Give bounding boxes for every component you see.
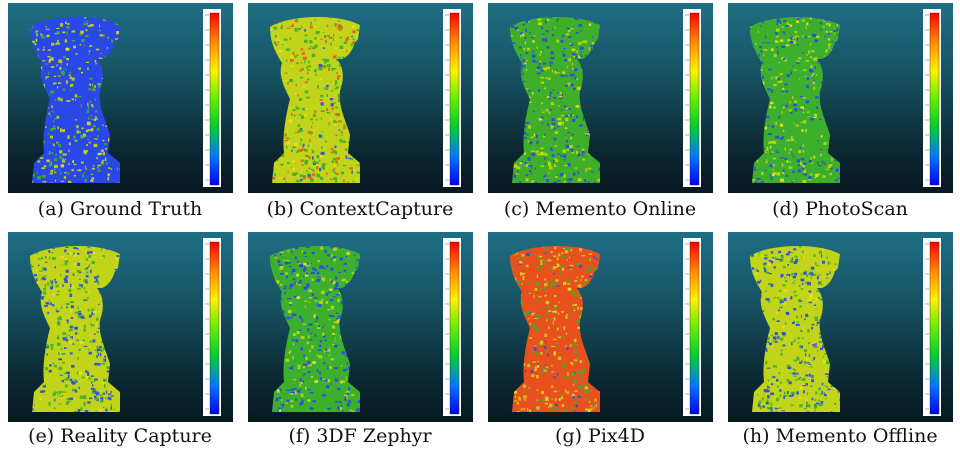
colorbar	[209, 12, 220, 186]
rendering-viewport	[248, 232, 473, 422]
panel-a: (a) Ground Truth	[0, 0, 240, 229]
panel-caption: (c) Memento Online	[503, 198, 697, 220]
rendering-viewport	[8, 3, 233, 193]
panel-c: (c) Memento Online	[480, 0, 720, 229]
rendering-viewport	[728, 232, 953, 422]
panel-caption: (d) PhotoScan	[772, 198, 908, 220]
panel-g: (g) Pix4D	[480, 229, 720, 458]
panel-caption: (a) Ground Truth	[37, 198, 203, 220]
rendering-viewport	[8, 232, 233, 422]
rendering-viewport	[488, 232, 713, 422]
panel-d: (d) PhotoScan	[720, 0, 960, 229]
statue-mesh	[30, 16, 120, 183]
statue-rendering	[270, 9, 461, 187]
panel-h: (h) Memento Offline	[720, 229, 960, 458]
panel-caption: (b) ContextCapture	[266, 198, 454, 220]
statue-rendering	[510, 238, 701, 416]
rendering-viewport	[488, 3, 713, 193]
statue-rendering	[510, 9, 701, 187]
statue-rendering	[30, 238, 221, 416]
statue-rendering	[30, 9, 221, 187]
panel-e: (e) Reality Capture	[0, 229, 240, 458]
panel-caption: (e) Reality Capture	[28, 425, 212, 447]
statue-mesh	[270, 245, 360, 412]
rendering-viewport	[248, 3, 473, 193]
colorbar	[929, 12, 940, 186]
colorbar	[209, 241, 220, 415]
colorbar	[449, 12, 460, 186]
statue-mesh	[750, 245, 840, 412]
panel-caption: (f) 3DF Zephyr	[288, 425, 432, 447]
statue-rendering	[270, 238, 461, 416]
colorbar	[689, 241, 700, 415]
panel-f: (f) 3DF Zephyr	[240, 229, 480, 458]
colorbar	[689, 12, 700, 186]
panel-caption: (g) Pix4D	[555, 425, 645, 447]
panel-caption: (h) Memento Offline	[742, 425, 938, 447]
colorbar	[449, 241, 460, 415]
statue-rendering	[750, 9, 941, 187]
statue-rendering	[750, 238, 941, 416]
colorbar	[929, 241, 940, 415]
rendering-viewport	[728, 3, 953, 193]
panel-b: (b) ContextCapture	[240, 0, 480, 229]
